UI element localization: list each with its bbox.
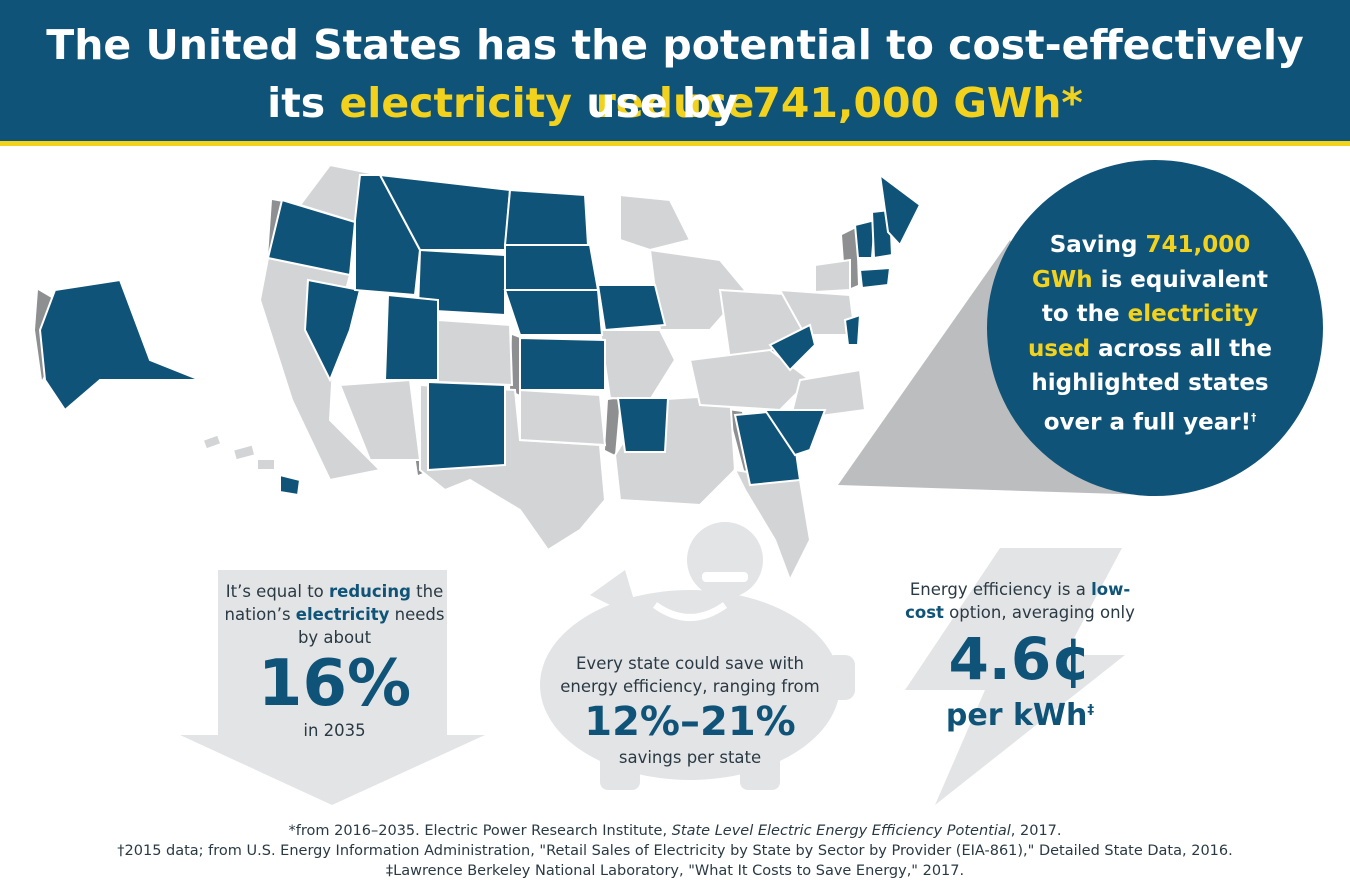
- state-new-mexico: [427, 380, 506, 472]
- stat-reduce-year: in 2035: [303, 721, 366, 740]
- stat-text-part: Energy efficiency is a: [909, 580, 1092, 599]
- state-alaska: [38, 278, 201, 412]
- headline-highlight-electricity: electricity: [339, 79, 573, 127]
- state-maine: [878, 172, 922, 247]
- us-map: [35, 163, 922, 580]
- bubble-text-part: across all the highlighted states over a…: [1031, 335, 1273, 436]
- stat-text-part: the nation’s: [224, 582, 444, 624]
- header-banner: The United States has the potential to c…: [0, 0, 1350, 146]
- stat-reduce: It’s equal to reducing the nation’s elec…: [222, 580, 447, 742]
- headline-highlight-gwh: 741,000 GWh*: [752, 79, 1083, 127]
- footnote-2: †2015 data; from U.S. Energy Information…: [117, 843, 1233, 859]
- footnote-1: *from 2016–2035. Electric Power Research…: [0, 821, 1350, 841]
- stat-bold-electricity: electricity: [295, 605, 390, 624]
- stat-text-part: It’s equal to: [225, 582, 330, 601]
- footnote-3: ‡Lawrence Berkeley National Laboratory, …: [385, 863, 965, 879]
- headline-line-1: The United States has the potential to c…: [0, 16, 1350, 132]
- state-delaware: [843, 313, 862, 346]
- state-iowa: [596, 284, 667, 332]
- state-utah: [383, 293, 439, 381]
- stat-cost-unit: per kWh‡: [905, 692, 1135, 734]
- stat-text-part: needs by about: [297, 605, 445, 647]
- stat-reduce-value: 16%: [257, 647, 412, 721]
- highlighted-states: [38, 172, 922, 497]
- footnote-text: *from 2016–2035. Electric Power Research…: [288, 823, 672, 839]
- double-dagger-mark: ‡: [1087, 702, 1095, 718]
- state-oregon: [266, 198, 357, 277]
- footnote-title: State Level Electric Energy Efficiency P…: [671, 823, 1011, 839]
- non-highlighted-states: [258, 163, 867, 580]
- state-hawaii: [279, 473, 302, 497]
- state-vermont: [853, 218, 877, 259]
- footnotes: *from 2016–2035. Electric Power Research…: [0, 821, 1350, 881]
- stat-save: Every state could save with energy effic…: [545, 652, 835, 769]
- unit-text: per kWh: [945, 698, 1088, 733]
- headline-line-2: its electricity use by 741,000 GWh*: [0, 74, 1350, 132]
- stat-bold-reducing: reducing: [329, 582, 411, 601]
- headline-text: its: [267, 79, 340, 127]
- bubble-text-part: Saving: [1049, 232, 1146, 258]
- bubble-highlight-gwh: 741,000 GWh: [1032, 232, 1251, 293]
- stat-bold-low-cost: low-cost: [905, 580, 1131, 622]
- stat-cost-value: 4.6¢: [948, 625, 1092, 693]
- hawaii-islands: [204, 435, 274, 469]
- stat-cost: Energy efficiency is a low-cost option, …: [905, 578, 1135, 734]
- footnote-text: , 2017.: [1010, 823, 1062, 839]
- state-south-carolina: [763, 409, 827, 457]
- state-connecticut: [858, 266, 892, 290]
- state-nevada: [303, 278, 362, 383]
- headline-highlight-reduce: reduce: [595, 79, 755, 127]
- callout-bubble-text: Saving 741,000 GWh is equivalent to the …: [1020, 228, 1280, 440]
- headline-text: The United States has the potential to c…: [46, 21, 1304, 69]
- stat-save-caption: savings per state: [618, 748, 762, 767]
- state-arkansas: [616, 397, 670, 453]
- bubble-highlight-electricity: electricity used: [1027, 301, 1259, 362]
- stat-text-part: option, averaging only: [943, 603, 1135, 622]
- bubble-text-part: is equivalent to the: [1041, 266, 1268, 328]
- stat-save-text: Every state could save with energy effic…: [560, 654, 820, 696]
- state-kansas: [519, 336, 606, 391]
- stat-reduce-text: It’s equal to reducing the nation’s elec…: [222, 580, 447, 649]
- state-west-virginia: [768, 323, 817, 372]
- state-wyoming: [416, 248, 506, 317]
- dagger-mark: †: [1251, 411, 1257, 424]
- state-nebraska: [503, 289, 604, 336]
- stat-cost-text: Energy efficiency is a low-cost option, …: [905, 578, 1135, 624]
- headline-text: use by: [572, 79, 753, 127]
- stat-save-value: 12%–21%: [584, 699, 796, 745]
